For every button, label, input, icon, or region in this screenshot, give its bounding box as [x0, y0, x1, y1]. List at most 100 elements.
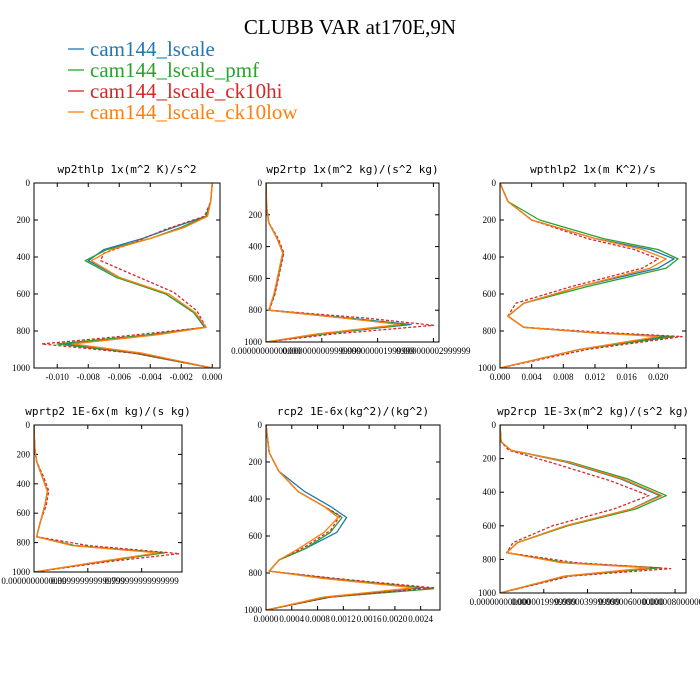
y-tick-label: 600	[17, 289, 31, 299]
x-tick-label: 0.000	[202, 372, 223, 382]
legend: cam144_lscale cam144_lscale_pmf cam144_l…	[68, 37, 298, 124]
y-tick-label: 1000	[244, 605, 263, 615]
series-line	[266, 183, 435, 342]
y-tick-label: 0	[258, 420, 263, 430]
x-tick-label: 0.0008	[305, 614, 330, 624]
series-line	[266, 425, 422, 610]
series-line	[34, 425, 159, 572]
x-tick-label: 0.0000039999999	[555, 597, 621, 607]
plot-frame	[33, 182, 221, 369]
series-line	[34, 425, 180, 572]
series-line	[266, 183, 407, 342]
y-tick-label: 400	[17, 252, 31, 262]
series-line	[41, 183, 213, 368]
figure-title: CLUBB VAR at170E,9N	[244, 15, 456, 39]
series-group	[266, 425, 435, 610]
series-line	[56, 183, 213, 368]
y-tick-label: 600	[483, 521, 497, 531]
plot-panel: wp2rcp 1E-3x(m^2 kg)/(s^2 kg)0 200 400 600 8…	[470, 405, 700, 607]
plot-panel: wpthlp2 1x(m K^2)/s020040060080010000.00…	[478, 163, 687, 382]
y-tick-label: 0	[492, 178, 497, 188]
x-tick-label: 0.0000019999999	[511, 597, 577, 607]
legend-label: cam144_lscale_ck10hi	[90, 79, 283, 103]
series-line	[72, 183, 213, 368]
y-tick-label: 1000	[244, 337, 263, 347]
y-tick-label: 400	[249, 494, 263, 504]
y-tick-label: 0	[26, 178, 31, 188]
y-tick-label: 800	[249, 568, 263, 578]
y-tick-label: 200	[249, 210, 263, 220]
y-tick-label: 600	[249, 273, 263, 283]
series-line	[500, 425, 672, 593]
series-line	[266, 425, 435, 610]
x-tick-label: 0.0000	[254, 614, 279, 624]
series-group	[266, 183, 435, 342]
series-line	[266, 183, 401, 342]
y-tick-label: 600	[249, 531, 263, 541]
x-tick-label: 0.020	[648, 372, 669, 382]
series-group	[34, 425, 180, 572]
y-tick-label: 1000	[12, 567, 31, 577]
legend-label: cam144_lscale	[90, 37, 215, 61]
plot-frame	[499, 182, 687, 369]
y-tick-label: 400	[249, 242, 263, 252]
panel-title: rcp2 1E-6x(kg^2)/(kg^2)	[277, 405, 429, 418]
y-tick-label: 400	[17, 479, 31, 489]
y-tick-label: 600	[483, 289, 497, 299]
series-line	[500, 183, 667, 368]
series-line	[500, 425, 663, 593]
y-tick-label: 400	[483, 487, 497, 497]
x-tick-label: 0.016	[617, 372, 638, 382]
x-tick-label: 0.004	[522, 372, 543, 382]
y-tick-label: 0	[492, 420, 497, 430]
panel-title: wp2rcp 1E-3x(m^2 kg)/(s^2 kg)	[497, 405, 689, 418]
legend-label: cam144_lscale_pmf	[90, 58, 259, 82]
x-tick-label: -0.006	[108, 372, 132, 382]
panel-title: wpthlp2 1x(m K^2)/s	[530, 163, 656, 176]
y-tick-label: 1000	[478, 363, 497, 373]
x-tick-label: 0.008	[553, 372, 574, 382]
panels: wp2thlp 1x(m^2 K)/s^2 0 200 400 600 800 1000 -0…	[1, 163, 700, 624]
x-tick-label: 0.0016	[357, 614, 382, 624]
series-line	[266, 425, 415, 610]
y-tick-label: 800	[17, 326, 31, 336]
plot-frame	[265, 424, 441, 611]
x-tick-label: 0.0000080000004	[642, 597, 700, 607]
plot-panel: wprtp2 1E-6x(m kg)/(s kg) 0 200 400 600 800 10…	[1, 405, 190, 586]
y-tick-label: 200	[249, 457, 263, 467]
plot-frame	[499, 424, 687, 594]
x-tick-label: 0.000000001999999	[340, 346, 415, 356]
x-tick-label: -0.004	[139, 372, 163, 382]
series-group	[41, 183, 213, 368]
plot-panel: rcp2 1E-6x(kg^2)/(kg^2) 0 200 400 600 800 1000…	[244, 405, 441, 624]
panel-title: wprtp2 1E-6x(m kg)/(s kg)	[25, 405, 191, 418]
plot-frame	[33, 424, 183, 573]
x-tick-label: 0.000000000000	[470, 597, 531, 607]
x-tick-label: 0.000000002999999	[396, 346, 471, 356]
x-tick-label: 0.799999999999999	[105, 576, 180, 586]
plot-panel: wp2rtp 1x(m^2 kg)/(s^2 kg)0 200 400 600 800 1…	[231, 163, 471, 356]
y-tick-label: 400	[483, 252, 497, 262]
x-tick-label: -0.002	[170, 372, 193, 382]
series-line	[266, 425, 435, 610]
panel-title: wp2thlp 1x(m^2 K)/s^2	[57, 163, 196, 176]
y-tick-label: 200	[483, 454, 497, 464]
x-tick-label: 0.0020	[383, 614, 408, 624]
y-tick-label: 800	[17, 538, 31, 548]
y-tick-label: 0	[258, 178, 263, 188]
x-tick-label: -0.010	[46, 372, 70, 382]
legend-label: cam144_lscale_ck10low	[90, 100, 298, 124]
series-group	[500, 425, 672, 593]
y-tick-label: 200	[17, 215, 31, 225]
y-tick-label: 0	[26, 420, 31, 430]
x-tick-label: 0.0012	[331, 614, 356, 624]
x-tick-label: 0.0000000009999999	[282, 346, 361, 356]
x-tick-label: 0.012	[585, 372, 605, 382]
x-tick-label: 0.0000000000000	[1, 576, 67, 586]
plot-panel: wp2thlp 1x(m^2 K)/s^2 0 200 400 600 800 1000 -0…	[12, 163, 223, 382]
y-tick-label: 1000	[478, 588, 497, 598]
x-tick-label: 0.00000000000000	[231, 346, 301, 356]
series-group	[500, 183, 683, 368]
y-tick-label: 200	[17, 449, 31, 459]
